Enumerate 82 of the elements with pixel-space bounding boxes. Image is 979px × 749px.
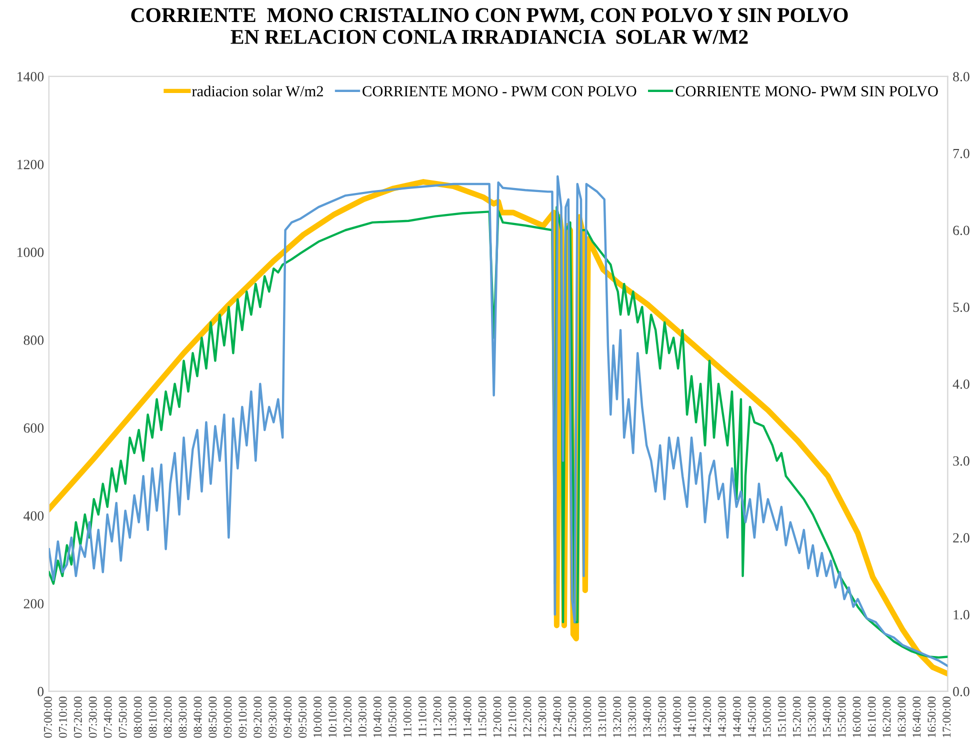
y-tick-label: 0 [38,686,44,696]
y-tick-label: 1000 [18,248,44,258]
x-tick-label: 09:20:00 [254,696,262,738]
x-tick-label: 10:00:00 [314,696,322,738]
x-tick-label: 13:30:00 [628,696,636,738]
x-tick-label: 11:30:00 [448,696,456,737]
x-tick-label: 14:10:00 [688,696,696,738]
y-tick-label: 200 [24,599,44,608]
x-tick-label: 08:30:00 [178,696,187,738]
x-tick-label: 08:00:00 [134,696,142,738]
x-tick-label: 14:50:00 [748,696,756,738]
x-tick-label: 12:30:00 [538,696,546,738]
x-tick-label: 08:20:00 [164,696,172,738]
x-tick-label: 08:50:00 [208,696,217,738]
x-tick-label: 16:30:00 [898,696,906,738]
y2-tick-label: 0.0 [953,686,970,696]
legend-label: CORRIENTE MONO- PWM SIN POLVO [676,86,938,96]
x-tick-label: 16:50:00 [928,696,936,738]
x-tick-label: 09:10:00 [238,696,247,738]
x-tick-label: 09:50:00 [298,696,307,738]
x-tick-label: 10:10:00 [328,696,337,738]
x-tick-label: 07:40:00 [104,696,112,738]
y-tick-label: 600 [24,423,44,433]
legend-label: CORRIENTE MONO - PWM CON POLVO [362,86,636,96]
x-tick-label: 15:10:00 [778,696,786,738]
x-tick-label: 14:20:00 [703,696,712,738]
x-tick-label: 07:10:00 [58,696,67,738]
y2-tick-label: 2.0 [953,533,970,543]
x-tick-label: 11:20:00 [433,696,442,737]
x-tick-label: 15:50:00 [838,696,846,738]
x-tick-label: 08:10:00 [148,696,157,738]
x-tick-label: 10:50:00 [388,696,396,738]
x-tick-label: 14:40:00 [732,696,741,738]
x-tick-label: 07:30:00 [88,696,97,738]
y-tick-label: 1400 [18,72,44,82]
y-tick-label: 1200 [18,160,44,170]
y-tick-label: 400 [24,511,44,521]
x-tick-label: 15:20:00 [792,696,801,738]
x-tick-label: 14:30:00 [718,696,726,738]
y2-tick-label: 8.0 [953,72,970,82]
x-tick-label: 15:30:00 [808,696,816,738]
x-tick-label: 11:00:00 [403,696,412,737]
x-tick-label: 12:20:00 [523,696,532,738]
x-tick-label: 15:00:00 [762,696,771,738]
x-tick-label: 15:40:00 [822,696,831,738]
x-tick-label: 11:10:00 [418,696,426,737]
y-tick-label: 800 [24,336,44,345]
y2-tick-label: 3.0 [953,456,970,466]
y2-tick-label: 5.0 [953,302,970,312]
x-tick-label: 13:10:00 [598,696,606,738]
x-tick-label: 16:00:00 [852,696,861,738]
x-tick-label: 10:20:00 [344,696,352,738]
x-tick-label: 09:00:00 [224,696,232,738]
x-tick-label: 12:50:00 [568,696,576,738]
x-tick-label: 09:40:00 [284,696,292,738]
x-tick-label: 13:40:00 [643,696,652,738]
x-tick-label: 12:40:00 [553,696,562,738]
x-tick-label: 16:40:00 [912,696,921,738]
x-tick-label: 16:10:00 [868,696,876,738]
y2-tick-label: 6.0 [953,226,970,236]
x-tick-label: 10:30:00 [358,696,367,738]
x-tick-label: 10:40:00 [373,696,382,738]
x-tick-label: 09:30:00 [268,696,277,738]
x-tick-label: 08:40:00 [194,696,202,738]
x-tick-label: 17:00:00 [942,696,951,738]
x-tick-label: 16:20:00 [882,696,891,738]
y2-tick-label: 1.0 [954,610,970,620]
y2-tick-label: 7.0 [953,148,970,158]
legend-label: radiacion solar W/m2 [192,86,323,96]
x-tick-label: 13:20:00 [613,696,622,738]
x-tick-label: 11:50:00 [478,696,486,737]
x-tick-label: 12:00:00 [493,696,502,738]
y2-tick-label: 4.0 [952,379,970,389]
x-tick-label: 11:40:00 [463,696,472,737]
x-tick-label: 13:00:00 [583,696,592,738]
x-tick-label: 07:50:00 [118,696,127,738]
chart-title: CORRIENTE MONO CRISTALINO CON PWM, CON POLVO Y SIN POLVO EN RELACION CONLA IRRADIANCIA SOLAR W/M2 [131,8,848,44]
x-tick-label: 14:00:00 [673,696,682,738]
x-tick-label: 07:20:00 [74,696,82,738]
x-tick-label: 07:00:00 [44,696,52,738]
x-tick-label: 12:10:00 [508,696,516,738]
x-tick-label: 13:50:00 [658,696,666,738]
